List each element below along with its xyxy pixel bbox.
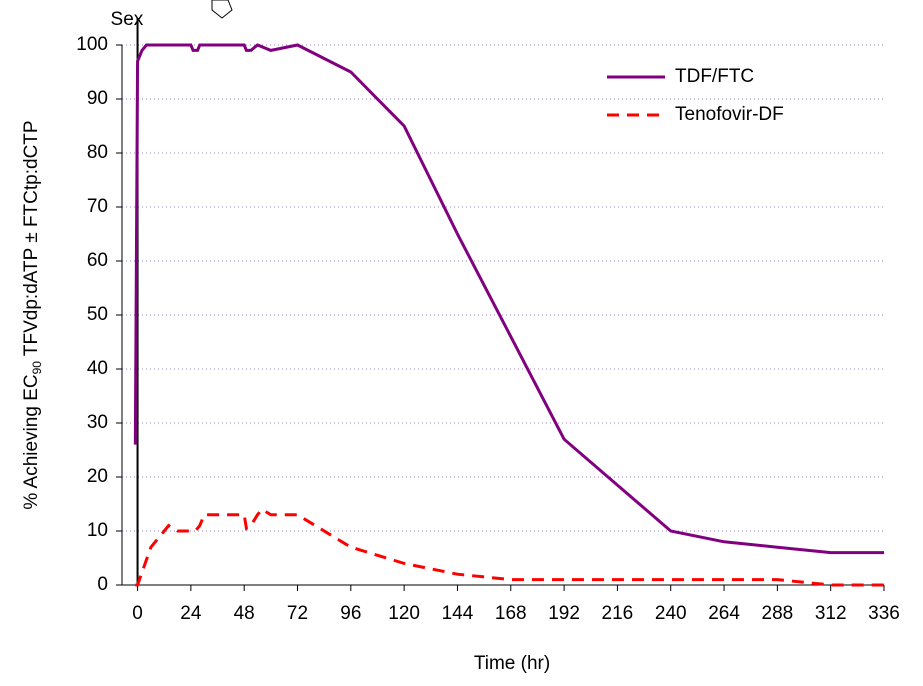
x-tick-label: 168	[495, 603, 527, 624]
y-tick-label: 40	[87, 358, 108, 379]
line	[133, 43, 884, 555]
x-tick-label: 0	[132, 603, 143, 624]
y-tick-label: 10	[87, 520, 108, 541]
y-tick-label: 20	[87, 466, 108, 487]
y-label-subscript: 90	[30, 361, 44, 375]
y-tick-label: 30	[87, 412, 108, 433]
y-tick-label: 50	[87, 304, 108, 325]
decoration	[211, 0, 233, 19]
x-tick-label: 120	[388, 603, 420, 624]
y-label-part: TFVdp:dATP ± FTCtp:dCTP	[21, 120, 42, 361]
annotation: Sex	[111, 9, 144, 30]
x-tick-label: 216	[602, 603, 634, 624]
x-tick-label: 192	[548, 603, 580, 624]
y-axis-label: % Achieving EC90 TFVdp:dATP ± FTCtp:dCTP	[21, 120, 44, 509]
x-tick-label: 144	[442, 603, 474, 624]
x-tick-label: 288	[762, 603, 794, 624]
x-tick-label: 24	[180, 603, 202, 624]
legend-label: TDF/FTC	[675, 66, 754, 87]
y-tick-label: 60	[87, 250, 108, 271]
y-tick-label: 80	[87, 142, 108, 163]
y-tick-label: 100	[76, 34, 108, 55]
legend-label: Tenofovir-DF	[675, 104, 784, 125]
x-tick-label: 96	[340, 603, 361, 624]
x-tick-label: 48	[234, 603, 255, 624]
y-label-part: % Achieving EC	[21, 374, 42, 509]
x-tick-label: 264	[708, 603, 740, 624]
y-tick-label: 70	[87, 196, 108, 217]
line	[135, 507, 884, 587]
x-tick-label: 72	[287, 603, 308, 624]
x-tick-label: 312	[815, 603, 847, 624]
x-tick-label: 240	[655, 603, 687, 624]
x-tick-label: 336	[868, 603, 900, 624]
y-tick-label: 90	[87, 88, 108, 109]
y-tick-label: 0	[97, 574, 108, 595]
x-axis-label: Time (hr)	[474, 653, 550, 674]
